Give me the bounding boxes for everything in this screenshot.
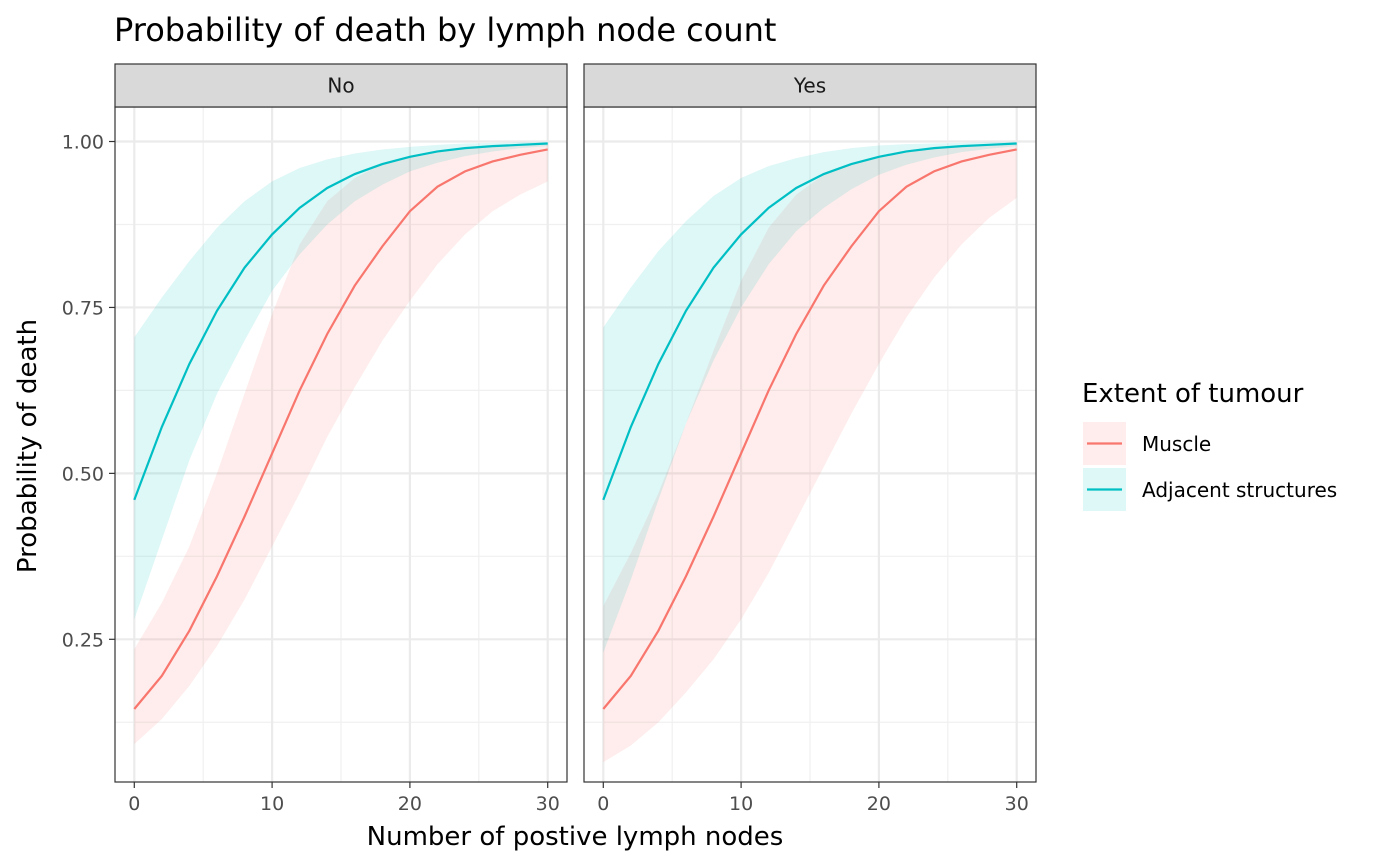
x-tick-label: 10 bbox=[729, 793, 753, 815]
x-tick-label: 20 bbox=[398, 793, 422, 815]
legend-title: Extent of tumour bbox=[1082, 379, 1304, 409]
confidence-band-muscle bbox=[134, 143, 548, 745]
legend-label: Adjacent structures bbox=[1142, 478, 1337, 502]
legend-item-adjacent-structures: Adjacent structures bbox=[1083, 468, 1337, 511]
facet-strip-label: Yes bbox=[793, 74, 826, 98]
series-line-muscle bbox=[133, 148, 548, 710]
legend: Extent of tumour Muscle Adjacent structur… bbox=[1082, 379, 1337, 511]
x-tick-label: 30 bbox=[536, 793, 560, 815]
legend-items: Muscle Adjacent structures bbox=[1083, 422, 1337, 511]
facet-strip bbox=[583, 63, 1037, 108]
facet-panel-yes: Yes 0 10 20 30 bbox=[583, 63, 1037, 815]
legend-item-muscle: Muscle bbox=[1083, 422, 1211, 465]
x-axis-title: Number of postive lymph nodes bbox=[367, 822, 784, 852]
x-tick-label: 20 bbox=[867, 793, 891, 815]
facet-strip-label: No bbox=[327, 74, 354, 98]
facet-panel-no: No 0 10 20 30 bbox=[114, 63, 568, 815]
y-axis-title: Probability of death bbox=[13, 319, 43, 573]
confidence-band-adjacent-structures bbox=[134, 142, 548, 620]
y-tick-label: 0.75 bbox=[62, 297, 104, 319]
facet-strip bbox=[114, 63, 568, 108]
x-tick-label: 30 bbox=[1005, 793, 1029, 815]
confidence-band-muscle bbox=[603, 143, 1017, 763]
x-tick-label: 10 bbox=[260, 793, 284, 815]
chart-title: Probability of death by lymph node count bbox=[114, 11, 776, 49]
y-tick-label: 0.25 bbox=[62, 629, 104, 651]
x-tick-label: 0 bbox=[128, 793, 140, 815]
x-tick-label: 0 bbox=[597, 793, 609, 815]
series-line-adjacent-structures bbox=[133, 142, 548, 501]
y-tick-label: 1.00 bbox=[62, 132, 104, 154]
y-tick-label: 0.50 bbox=[62, 463, 104, 485]
series-line-adjacent-structures bbox=[602, 142, 1017, 501]
series-line-muscle bbox=[602, 148, 1017, 710]
confidence-band-adjacent-structures bbox=[603, 142, 1017, 653]
legend-label: Muscle bbox=[1142, 432, 1211, 456]
facet-panels: No 0 10 20 30 Yes 0 10 20 30 0.25 0.50 0.75 1.00 bbox=[62, 63, 1037, 815]
